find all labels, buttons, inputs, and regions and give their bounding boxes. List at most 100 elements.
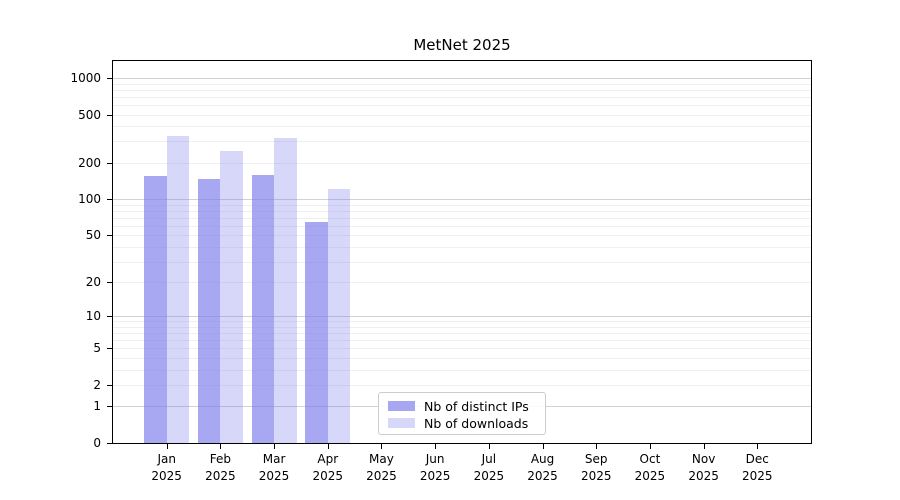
y-tick-mark [107,316,112,318]
chart-title: MetNet 2025 [413,36,511,54]
x-tick-label-month: Oct [639,452,661,466]
x-tick-label-month: Jun [425,452,445,466]
y-tick-label: 10 [85,309,101,324]
x-tick-label: Feb 2025 [188,451,252,484]
x-tick-label: Mar 2025 [242,451,306,484]
y-tick-mark [107,406,112,408]
legend-label-distinct-ips: Nb of distinct IPs [424,398,529,414]
x-tick-label-year: 2025 [151,468,182,483]
y-tick-label: 50 [85,228,101,243]
x-tick-label: Oct 2025 [618,451,682,484]
gridline-minor [113,96,811,98]
gridline-minor [113,104,811,106]
bar-apr-downloads [327,189,351,443]
gridline-minor [113,89,811,91]
x-tick-label-year: 2025 [205,468,236,483]
legend-entry-distinct-ips: Nb of distinct IPs [388,398,545,414]
x-tick-label-month: Sep [584,452,608,466]
y-tick-mark [107,282,112,284]
y-tick-label: 200 [78,155,101,170]
gridline-minor [113,282,811,284]
x-tick-label-month: Mar [262,452,286,466]
x-tick-mark [596,444,598,449]
legend-entry-downloads: Nb of downloads [388,415,545,431]
gridline-minor [113,348,811,350]
y-tick-label: 20 [85,275,101,290]
legend-label-downloads: Nb of downloads [424,415,529,431]
y-tick-label: 1000 [70,71,101,85]
bar-jan-distinct-ips [144,175,167,443]
x-tick-label-month: Jan [157,452,176,466]
gridline-minor [113,225,811,227]
gridline-minor [113,246,811,248]
y-tick-label: 1 [93,399,101,414]
x-tick-label-year: 2025 [366,468,397,483]
x-tick-label-year: 2025 [258,468,290,483]
gridline-major [113,199,811,201]
bar-mar-downloads [274,137,297,443]
plot-area [112,60,812,444]
legend-swatch-distinct-ips [388,401,415,411]
x-tick-mark [327,444,329,449]
x-tick-label: May 2025 [349,451,413,484]
x-tick-label: Jul 2025 [457,451,521,484]
bar-apr-distinct-ips [305,222,328,443]
x-tick-mark [649,444,651,449]
gridline-minor [113,326,811,328]
x-tick-label-year: 2025 [419,468,451,483]
x-tick-label-year: 2025 [688,468,719,483]
y-tick-label: 0 [93,436,101,450]
x-tick-label-year: 2025 [580,468,612,483]
gridline-minor [113,321,811,323]
x-tick-label: Sep 2025 [564,451,628,484]
x-tick-label-month: Apr [317,452,339,466]
x-tick-label-year: 2025 [634,468,666,483]
x-tick-label-year: 2025 [312,468,344,483]
y-tick-mark [107,199,112,201]
x-tick-mark [274,444,276,449]
x-tick-label: Jan 2025 [135,451,199,484]
x-tick-label-year: 2025 [742,468,773,483]
x-tick-label-month: Feb [209,452,231,466]
y-tick-mark [107,348,112,350]
bar-jan-downloads [166,135,190,443]
legend: Nb of distinct IPs Nb of downloads [378,392,546,435]
legend-swatch-downloads [388,418,415,428]
x-tick-label-month: May [369,452,394,466]
x-tick-mark [166,444,168,449]
x-tick-label: Jun 2025 [403,451,467,484]
y-tick-mark [107,162,112,164]
x-tick-mark [757,444,759,449]
y-tick-label: 100 [78,192,101,207]
gridline-major [113,78,811,79]
y-tick-label: 500 [78,107,101,122]
y-tick-mark [107,114,112,116]
gridline-minor [113,261,811,263]
bar-mar-distinct-ips [251,175,275,443]
x-tick-label-year: 2025 [473,468,505,483]
x-tick-label: Nov 2025 [672,451,736,484]
gridline-minor [113,235,811,237]
x-tick-label-month: Nov [691,452,716,466]
x-tick-mark [542,444,544,449]
gridline-major [113,316,811,318]
gridline-minor [113,384,811,386]
x-tick-label-month: Dec [745,452,769,466]
gridline-minor [113,162,811,164]
gridline-minor [113,141,811,143]
y-tick-label: 5 [93,341,101,356]
x-tick-label: Aug 2025 [511,451,575,484]
gridline-minor [113,217,811,219]
gridline-minor [113,210,811,212]
gridline-minor [113,369,811,371]
y-tick-label: 2 [93,377,101,392]
gridline-minor [113,114,811,116]
x-tick-label: Dec 2025 [725,451,789,484]
gridline-minor [113,204,811,206]
y-tick-mark [107,78,112,79]
bar-feb-downloads [220,150,243,443]
y-tick-mark [107,443,112,444]
gridline-minor [113,83,811,85]
gridline-minor [113,340,811,342]
